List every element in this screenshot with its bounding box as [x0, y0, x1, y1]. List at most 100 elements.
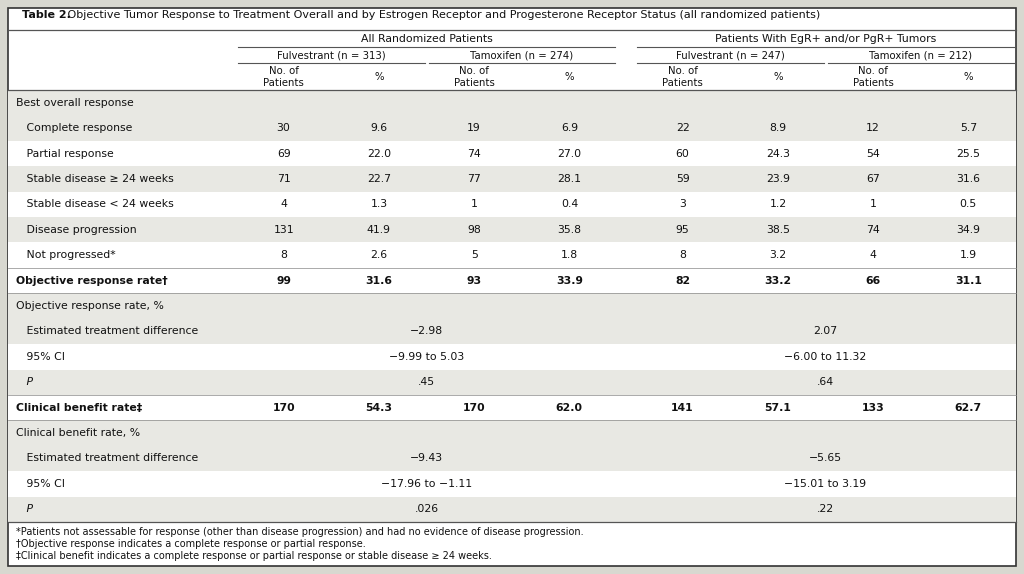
Bar: [8, 471, 1016, 497]
Text: Clinical benefit rate, %: Clinical benefit rate, %: [16, 428, 140, 438]
Bar: [8, 293, 1016, 319]
Text: Fulvestrant (n = 313): Fulvestrant (n = 313): [276, 51, 386, 61]
Text: 0.5: 0.5: [959, 199, 977, 210]
Bar: [8, 370, 1016, 395]
Bar: [8, 115, 1016, 141]
Text: 6.9: 6.9: [561, 123, 578, 133]
Bar: [8, 242, 1016, 268]
Text: %: %: [374, 72, 384, 82]
Bar: [8, 90, 1016, 115]
Bar: [8, 166, 1016, 192]
Bar: [8, 192, 1016, 217]
Text: −15.01 to 3.19: −15.01 to 3.19: [784, 479, 866, 489]
Text: 131: 131: [273, 225, 294, 235]
Text: No. of
Patients: No. of Patients: [853, 66, 894, 88]
Text: Disease progression: Disease progression: [16, 225, 136, 235]
Text: 170: 170: [463, 402, 485, 413]
Text: 5.7: 5.7: [959, 123, 977, 133]
Text: 60: 60: [676, 149, 689, 158]
Text: Partial response: Partial response: [16, 149, 114, 158]
Bar: [8, 446, 1016, 471]
Text: Estimated treatment difference: Estimated treatment difference: [16, 453, 199, 463]
Text: Tamoxifen (n = 212): Tamoxifen (n = 212): [869, 51, 973, 61]
Text: Stable disease < 24 weeks: Stable disease < 24 weeks: [16, 199, 174, 210]
Text: 35.8: 35.8: [557, 225, 582, 235]
Text: Patients With EgR+ and/or PgR+ Tumors: Patients With EgR+ and/or PgR+ Tumors: [715, 34, 936, 44]
Text: 99: 99: [276, 276, 291, 286]
Text: 2.07: 2.07: [813, 327, 838, 336]
Text: 95: 95: [676, 225, 689, 235]
Text: 38.5: 38.5: [766, 225, 790, 235]
Text: 31.1: 31.1: [955, 276, 982, 286]
Text: Complete response: Complete response: [16, 123, 132, 133]
Text: 69: 69: [276, 149, 291, 158]
Text: 77: 77: [467, 174, 481, 184]
Text: 31.6: 31.6: [956, 174, 980, 184]
Text: 1.9: 1.9: [959, 250, 977, 260]
Text: 12: 12: [866, 123, 880, 133]
Text: 3.2: 3.2: [769, 250, 786, 260]
Text: No. of
Patients: No. of Patients: [663, 66, 703, 88]
Text: Fulvestrant (n = 247): Fulvestrant (n = 247): [676, 51, 784, 61]
Text: 95% CI: 95% CI: [16, 479, 65, 489]
Text: 66: 66: [865, 276, 881, 286]
Text: P: P: [16, 377, 33, 387]
Text: Not progressed*: Not progressed*: [16, 250, 116, 260]
Bar: [8, 497, 1016, 522]
Bar: [8, 420, 1016, 446]
Text: Objective Tumor Response to Treatment Overall and by Estrogen Receptor and Proge: Objective Tumor Response to Treatment Ov…: [63, 10, 820, 20]
Text: Estimated treatment difference: Estimated treatment difference: [16, 327, 199, 336]
Text: 1: 1: [869, 199, 877, 210]
Text: 27.0: 27.0: [557, 149, 582, 158]
Text: Best overall response: Best overall response: [16, 98, 134, 108]
Text: 19: 19: [467, 123, 481, 133]
Text: 98: 98: [467, 225, 481, 235]
Text: 82: 82: [675, 276, 690, 286]
Text: %: %: [964, 72, 973, 82]
Text: 54.3: 54.3: [366, 402, 392, 413]
Text: All Randomized Patients: All Randomized Patients: [360, 34, 493, 44]
Text: 34.9: 34.9: [956, 225, 980, 235]
Text: .22: .22: [817, 505, 835, 514]
Text: 1.8: 1.8: [561, 250, 578, 260]
Text: 1.3: 1.3: [371, 199, 387, 210]
Text: 30: 30: [276, 123, 291, 133]
Text: *Patients not assessable for response (other than disease progression) and had n: *Patients not assessable for response (o…: [16, 527, 584, 537]
Text: 71: 71: [276, 174, 291, 184]
Text: 2.6: 2.6: [371, 250, 387, 260]
Text: Clinical benefit rate‡: Clinical benefit rate‡: [16, 402, 142, 413]
Text: 8.9: 8.9: [769, 123, 786, 133]
Text: 141: 141: [672, 402, 694, 413]
Text: −9.43: −9.43: [410, 453, 443, 463]
Text: Objective response rate, %: Objective response rate, %: [16, 301, 164, 311]
Text: No. of
Patients: No. of Patients: [454, 66, 495, 88]
Bar: [8, 268, 1016, 293]
Text: 8: 8: [281, 250, 287, 260]
Text: 22.0: 22.0: [367, 149, 391, 158]
Text: 31.6: 31.6: [366, 276, 392, 286]
Text: Table 2.: Table 2.: [22, 10, 71, 20]
Text: −5.65: −5.65: [809, 453, 842, 463]
Text: 54: 54: [866, 149, 880, 158]
Text: 24.3: 24.3: [766, 149, 790, 158]
Text: 3: 3: [679, 199, 686, 210]
Text: −17.96 to −1.11: −17.96 to −1.11: [381, 479, 472, 489]
Text: −2.98: −2.98: [410, 327, 443, 336]
Text: 28.1: 28.1: [557, 174, 582, 184]
Bar: [8, 217, 1016, 242]
Text: 74: 74: [866, 225, 880, 235]
Text: .64: .64: [817, 377, 835, 387]
Bar: [8, 319, 1016, 344]
Text: 1.2: 1.2: [769, 199, 786, 210]
Bar: [8, 141, 1016, 166]
Text: 62.0: 62.0: [556, 402, 583, 413]
Bar: [8, 395, 1016, 420]
Text: 23.9: 23.9: [766, 174, 790, 184]
Text: 170: 170: [272, 402, 295, 413]
Text: Stable disease ≥ 24 weeks: Stable disease ≥ 24 weeks: [16, 174, 174, 184]
Text: 41.9: 41.9: [367, 225, 391, 235]
Text: .45: .45: [418, 377, 435, 387]
Text: 0.4: 0.4: [561, 199, 578, 210]
Text: %: %: [773, 72, 782, 82]
Text: 74: 74: [467, 149, 481, 158]
